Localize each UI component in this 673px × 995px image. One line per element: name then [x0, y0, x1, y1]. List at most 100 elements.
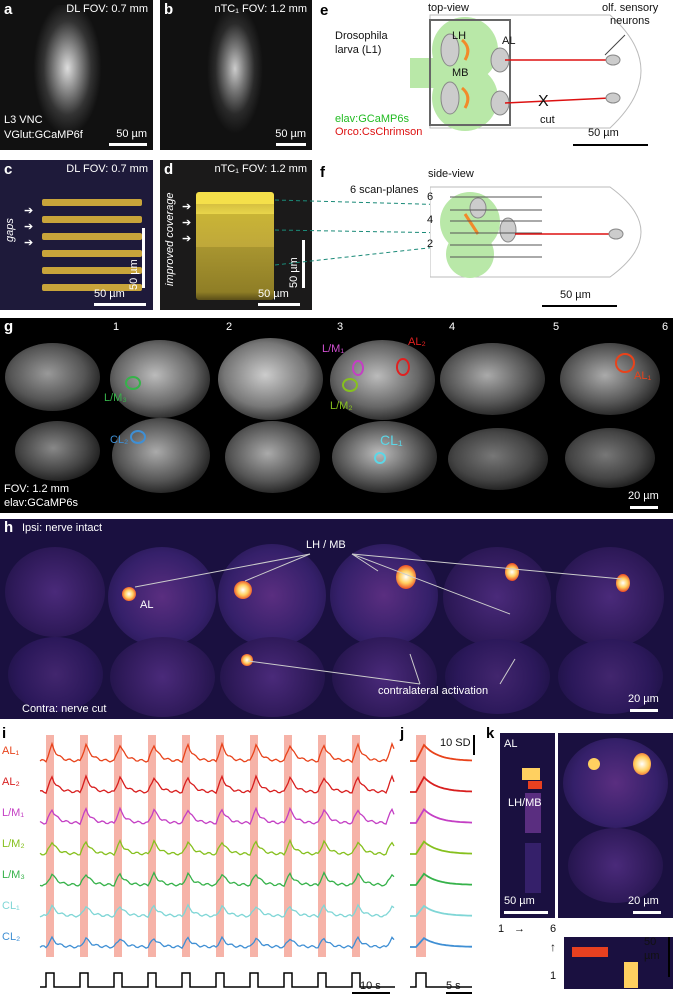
panel-e: e top-view Drosophila larva (L1) elav:GC…	[320, 0, 673, 155]
scan-plane	[42, 233, 142, 240]
al-label: AL	[140, 599, 154, 611]
trace-line	[39, 935, 395, 950]
roi-cl2	[130, 430, 146, 444]
activity-spot	[122, 587, 136, 601]
average-trace-line	[410, 775, 473, 793]
cut-mark: X	[538, 93, 549, 110]
panel-k: k AL LH/MB 50 µm 20 µm 1 → 6 1 ↑ 50 µm	[482, 725, 673, 995]
arrow-icon: ➔	[24, 205, 34, 217]
planes-label: 6 scan-planes	[350, 184, 419, 196]
col-label: 4	[449, 321, 456, 333]
plane-4-label: 4	[427, 214, 434, 226]
scale-bar	[504, 911, 548, 914]
scale-bar	[633, 911, 661, 914]
roi-label-cl2: CL₂	[110, 434, 129, 446]
trace-label: AL₂	[2, 776, 20, 788]
plane-2-label: 2	[427, 238, 434, 250]
scale-label: 50 µm	[504, 895, 535, 907]
larva-sideview	[430, 186, 642, 278]
arrow-icon: ➔	[182, 217, 192, 229]
vnc-image	[200, 8, 270, 143]
scale-bar	[542, 305, 617, 307]
scale-bar	[276, 143, 306, 146]
panel-label-c: c	[4, 161, 13, 178]
scale-bar-v	[302, 240, 305, 288]
region-label: L3 VNC	[4, 114, 43, 126]
lobe-image	[15, 421, 100, 481]
col-label: 1	[113, 321, 120, 333]
fov-label: DL FOV: 0.7 mm	[66, 3, 148, 15]
trace-label: CL₁	[2, 900, 20, 912]
panel-label-e: e	[320, 2, 329, 19]
roi-al2	[396, 358, 410, 376]
panel-label-j: j	[400, 725, 405, 742]
trace-line	[39, 806, 395, 826]
roi-label-lm3: L/M₃	[104, 392, 127, 404]
average-image: 20 µm	[558, 733, 673, 918]
lobe-image	[445, 639, 550, 714]
roi-label-lm1: L/M₁	[322, 343, 345, 355]
panel-label-h: h	[4, 519, 14, 536]
larva-topview	[410, 14, 642, 131]
cut-label: cut	[540, 114, 555, 126]
roi-cl1	[374, 452, 386, 464]
up-arrow-icon: ↑	[550, 940, 556, 954]
fov-label: nTC₁ FOV: 1.2 mm	[214, 3, 307, 15]
vnc-image	[25, 5, 110, 145]
trace-label: L/M₃	[2, 869, 25, 881]
arrow-icon: →	[514, 923, 525, 935]
neurons-label: olf. sensory	[602, 2, 659, 14]
stimulus-trace	[40, 972, 395, 988]
average-trace-line	[410, 743, 473, 762]
coverage-image	[196, 192, 274, 300]
roi-label-lm2: L/M₂	[330, 400, 353, 412]
organism-label: Drosophila	[335, 30, 388, 42]
scale-label-h: 50 µm	[94, 288, 125, 300]
scale-label: 5 s	[446, 980, 461, 992]
lobe-image	[440, 343, 545, 415]
panel-label-a: a	[4, 1, 13, 18]
roi-label-al1: AL₁	[634, 370, 652, 382]
scale-bar-h	[94, 303, 146, 306]
col-label: 6	[662, 321, 669, 333]
scan-plane	[42, 284, 142, 291]
panel-f: f side-view 6 scan-planes 6 4 2 50 µm	[320, 162, 673, 312]
lobe-image	[556, 547, 664, 647]
col-label: 2	[226, 321, 233, 333]
al-label: AL	[504, 738, 518, 750]
sd-label: 10 SD	[440, 737, 471, 749]
scale-label-h: 50 µm	[258, 288, 289, 300]
lobe-image	[8, 637, 103, 712]
activity-spot	[241, 654, 253, 666]
scale-label: 50 µm	[116, 128, 147, 140]
trace-line	[39, 871, 395, 888]
trace-label: CL₂	[2, 931, 21, 943]
panel-c: c DL FOV: 0.7 mm gaps ➔ ➔ ➔ 50 µm 50 µm	[0, 160, 153, 310]
panel-g: g 1 2 3 4 5 6 L/M₁ AL₂ L/M₃ L/M₂ AL₁ CL₂…	[0, 318, 673, 513]
arrow-icon: ➔	[182, 233, 192, 245]
average-trace-line	[410, 840, 473, 855]
gaps-label: gaps	[4, 218, 16, 242]
lobe-image	[330, 544, 438, 647]
panel-label-i: i	[2, 725, 7, 742]
lhmb-label: LH / MB	[306, 539, 346, 551]
genotype-green: elav:GCaMP6s	[335, 113, 409, 125]
genotype-label: VGlut:GCaMP6f	[4, 129, 83, 141]
panel-label-k: k	[486, 725, 495, 742]
average-trace-plot	[410, 735, 475, 994]
activity-spot	[505, 563, 519, 581]
average-trace-line	[410, 904, 473, 917]
trace-label: L/M₂	[2, 838, 25, 850]
arrow-icon: ➔	[24, 221, 34, 233]
panel-b: b nTC₁ FOV: 1.2 mm 50 µm	[160, 0, 312, 150]
scale-bar	[109, 143, 147, 146]
col-label: 5	[553, 321, 560, 333]
lobe-image	[218, 338, 323, 420]
scale-bar-h	[258, 303, 300, 306]
scale-label: 50	[644, 936, 657, 948]
scale-label: 50 µm	[588, 127, 619, 139]
contra-label: Contra: nerve cut	[22, 703, 107, 715]
kymograph-xz	[564, 937, 673, 989]
lh-label: LH	[452, 30, 467, 42]
panel-j: j 10 SD 5 s	[400, 725, 480, 995]
